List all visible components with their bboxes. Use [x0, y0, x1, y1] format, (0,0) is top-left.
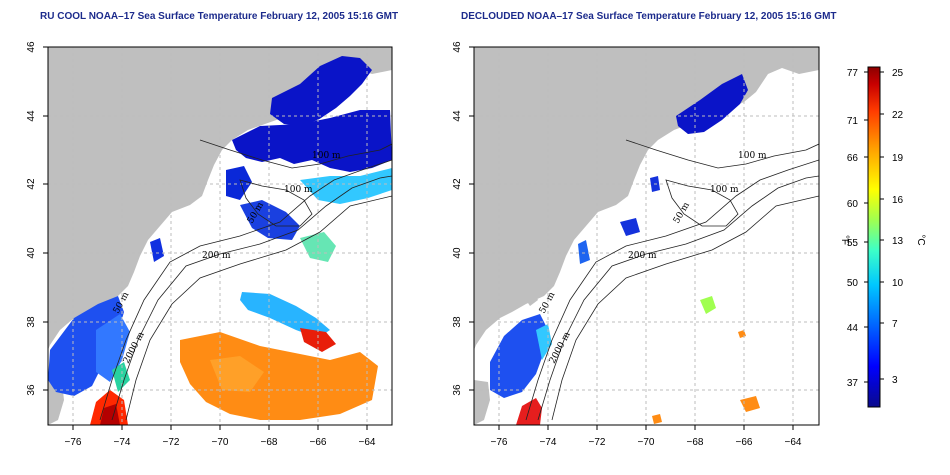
latitude-tick-label: 36 — [26, 384, 37, 396]
fahrenheit-tick-label: 44 — [847, 323, 859, 334]
longitude-tick-label: −76 — [491, 437, 508, 448]
colorbar-gradient — [867, 66, 881, 408]
contour-label: 100 m — [312, 151, 341, 161]
bathymetry-contours — [525, 139, 819, 421]
fahrenheit-tick-label: 66 — [847, 153, 859, 164]
right-map-title: DECLOUDED NOAA–17 Sea Surface Temperatur… — [461, 11, 837, 22]
longitude-tick-label: −70 — [212, 437, 229, 448]
fahrenheit-tick-label: 50 — [847, 278, 859, 289]
land-mass — [48, 47, 392, 425]
longitude-tick-label: −72 — [589, 437, 606, 448]
land-mass — [474, 47, 819, 425]
celsius-unit-label: °C — [915, 234, 926, 245]
left-map: 100 m 100 m 50 m 200 m 50 m 2000 m −76 −… — [26, 41, 393, 448]
latitude-tick-label: 44 — [26, 110, 37, 122]
latitude-tick-label: 46 — [452, 41, 463, 53]
celsius-tick-label: 16 — [892, 195, 904, 206]
longitude-tick-label: −66 — [736, 437, 753, 448]
fahrenheit-unit-label: °F — [839, 235, 850, 245]
longitude-tick-label: −68 — [261, 437, 278, 448]
celsius-tick-label: 13 — [892, 236, 904, 247]
fahrenheit-tick-label: 60 — [847, 199, 859, 210]
celsius-tick-label: 19 — [892, 153, 904, 164]
longitude-tick-label: −76 — [65, 437, 82, 448]
contour-label: 100 m — [284, 185, 313, 195]
latitude-tick-label: 46 — [26, 41, 37, 53]
celsius-tick-label: 22 — [892, 110, 904, 121]
colorbar: 77 71 66 60 55 50 44 37 25 22 19 16 13 1… — [839, 66, 926, 408]
left-map-title: RU COOL NOAA–17 Sea Surface Temperature … — [40, 11, 399, 22]
bathymetry-contours — [99, 139, 392, 421]
celsius-tick-label: 3 — [892, 375, 898, 386]
celsius-tick-label: 25 — [892, 68, 904, 79]
right-map-tick-marks — [469, 46, 794, 430]
left-map-tick-marks — [43, 46, 368, 430]
fahrenheit-tick-label: 37 — [847, 378, 859, 389]
longitude-tick-label: −74 — [540, 437, 557, 448]
latitude-tick-label: 40 — [452, 247, 463, 259]
longitude-tick-label: −70 — [638, 437, 655, 448]
latitude-tick-label: 42 — [26, 178, 37, 190]
fahrenheit-tick-label: 71 — [847, 116, 859, 127]
longitude-tick-label: −72 — [163, 437, 180, 448]
contour-label: 200 m — [628, 251, 657, 261]
latitude-tick-label: 44 — [452, 110, 463, 122]
latitude-tick-label: 38 — [26, 316, 37, 328]
sst-pixels — [490, 74, 760, 425]
longitude-tick-label: −74 — [114, 437, 131, 448]
colorbar-ticks — [864, 71, 884, 383]
longitude-tick-label: −68 — [687, 437, 704, 448]
longitude-tick-label: −64 — [785, 437, 802, 448]
latitude-tick-label: 40 — [26, 247, 37, 259]
latitude-tick-label: 42 — [452, 178, 463, 190]
contour-label: 200 m — [202, 251, 231, 261]
latitude-tick-label: 38 — [452, 316, 463, 328]
celsius-tick-label: 7 — [892, 319, 898, 330]
contour-label: 100 m — [710, 185, 739, 195]
latitude-tick-label: 36 — [452, 384, 463, 396]
fahrenheit-tick-label: 77 — [847, 68, 859, 79]
longitude-tick-label: −66 — [310, 437, 327, 448]
lat-lon-grid — [48, 47, 392, 425]
celsius-tick-label: 10 — [892, 278, 904, 289]
right-map: 100 m 100 m 50 m 200 m 50 m 2000 m −76 −… — [452, 41, 820, 448]
longitude-tick-label: −64 — [359, 437, 376, 448]
lat-lon-grid — [474, 47, 819, 425]
fahrenheit-tick-label: 55 — [847, 238, 859, 249]
contour-label: 100 m — [738, 151, 767, 161]
